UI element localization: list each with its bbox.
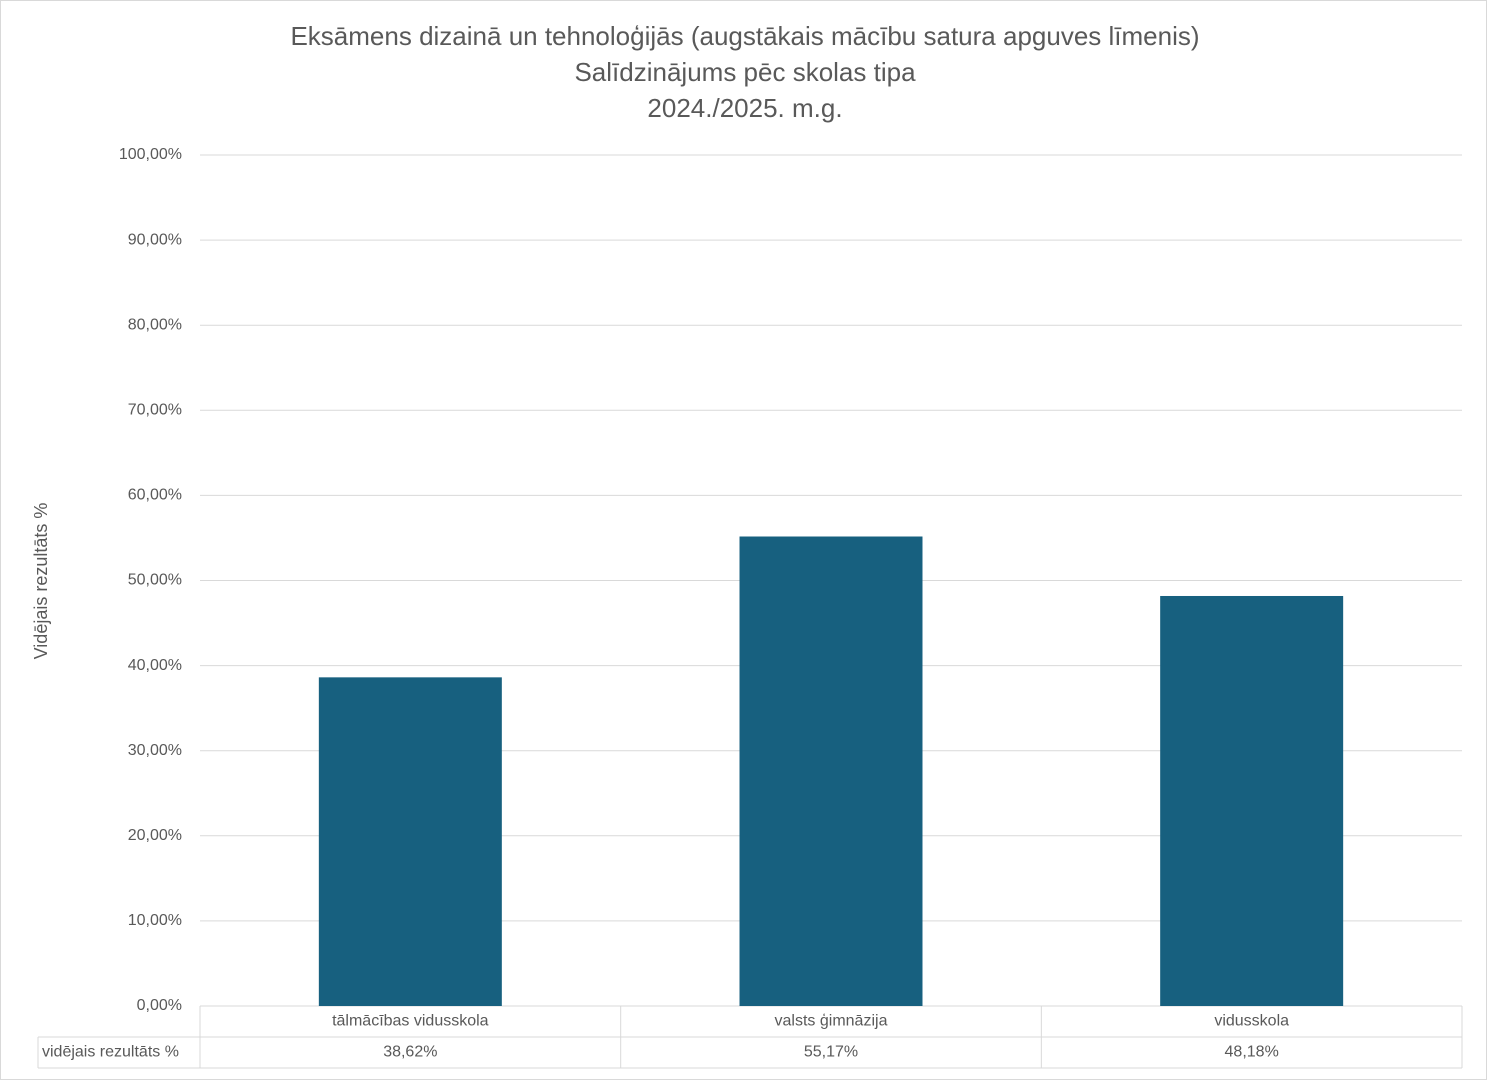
chart-title: Eksāmens dizainā un tehnoloģijās (augstā… [290, 21, 1199, 51]
y-axis-label: Vidējais rezultāts % [31, 503, 51, 660]
y-tick-label: 70,00% [128, 402, 182, 419]
y-tick-label: 0,00% [137, 997, 182, 1014]
y-tick-label: 20,00% [128, 827, 182, 844]
bar [1160, 595, 1344, 1006]
legend-label: vidējais rezultāts % [42, 1044, 179, 1061]
y-tick-label: 50,00% [128, 572, 182, 589]
x-tick-label: tālmācības vidusskola [332, 1013, 489, 1030]
bar [739, 536, 923, 1006]
data-table-value: 48,18% [1225, 1044, 1279, 1061]
y-tick-label: 10,00% [128, 912, 182, 929]
y-tick-label: 40,00% [128, 657, 182, 674]
data-table-value: 38,62% [383, 1044, 437, 1061]
y-tick-label: 100,00% [119, 146, 182, 163]
y-tick-label: 90,00% [128, 231, 182, 248]
y-tick-label: 80,00% [128, 316, 182, 333]
x-tick-label: vidusskola [1214, 1013, 1289, 1030]
chart-subtitle: 2024./2025. m.g. [647, 93, 842, 123]
y-tick-label: 60,00% [128, 487, 182, 504]
y-tick-label: 30,00% [128, 742, 182, 759]
bar [318, 677, 502, 1006]
x-tick-label: valsts ģimnāzija [775, 1012, 888, 1030]
chart-subtitle: Salīdzinājums pēc skolas tipa [574, 57, 916, 87]
data-table-value: 55,17% [804, 1044, 858, 1061]
